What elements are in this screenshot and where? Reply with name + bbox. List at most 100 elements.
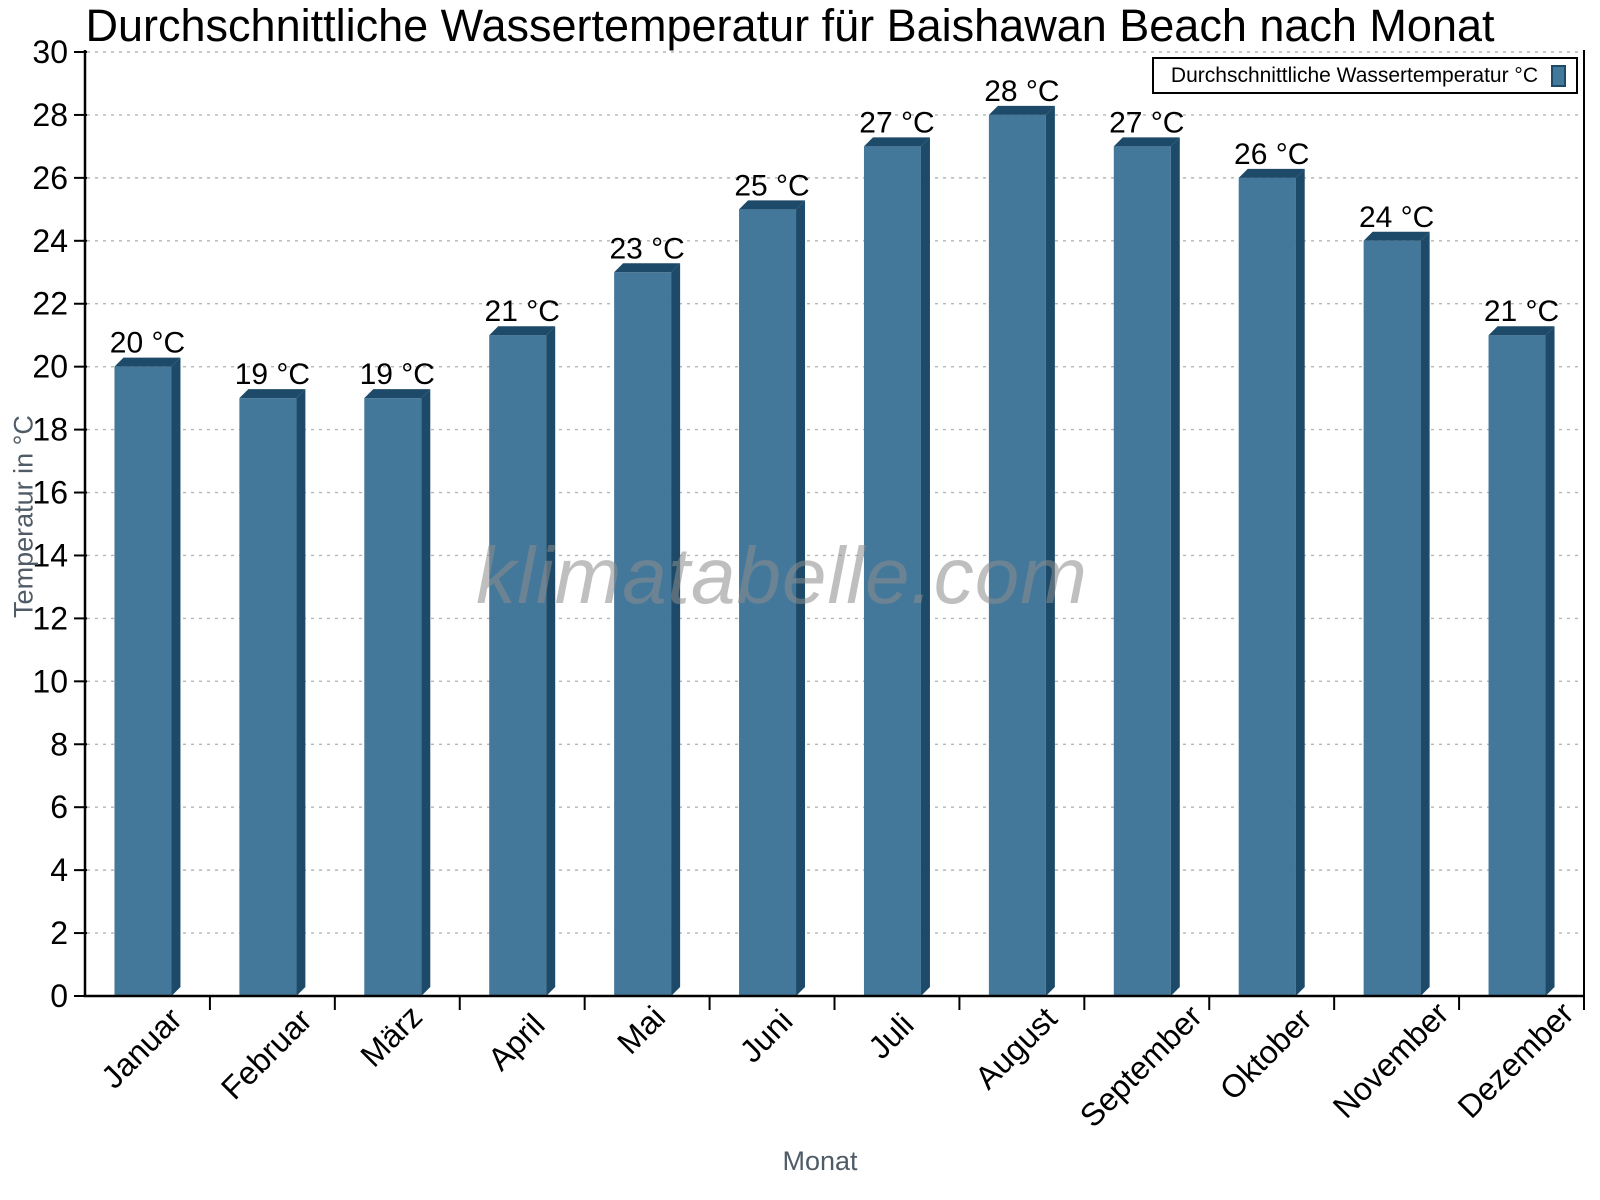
bar-top-face xyxy=(739,200,806,210)
x-axis-title: Monat xyxy=(782,1146,858,1176)
legend-label: Durchschnittliche Wassertemperatur °C xyxy=(1170,63,1538,87)
bar-top-face xyxy=(863,137,930,147)
bar-top-face xyxy=(1238,168,1305,178)
bar-face xyxy=(239,398,297,997)
bar-februar: 19 °C xyxy=(235,358,310,997)
bar-face xyxy=(114,366,172,997)
bar-right-face xyxy=(1170,137,1180,996)
bar-top-face xyxy=(1113,137,1180,147)
bar-juli: 27 °C xyxy=(859,106,935,996)
bar-september: 27 °C xyxy=(1109,106,1184,996)
bar-value-label: 20 °C xyxy=(110,327,185,360)
bar-april: 21 °C xyxy=(485,295,560,996)
y-tick-label: 6 xyxy=(50,789,68,825)
legend-color-swatch-icon xyxy=(1551,64,1566,87)
x-tick-label-februar: Februar xyxy=(214,1001,319,1106)
bar-right-face xyxy=(546,326,556,996)
bar-face xyxy=(614,272,672,996)
bar-value-label: 28 °C xyxy=(984,75,1059,108)
y-tick-label: 30 xyxy=(32,34,68,70)
x-tick-labels: Januar Februar März April Mai Juni Juli August S… xyxy=(94,995,1581,1134)
bar-juni: 25 °C xyxy=(734,169,810,997)
bar-right-face xyxy=(421,389,431,997)
bar-right-face xyxy=(1420,231,1430,997)
gridlines xyxy=(87,51,1584,934)
bar-top-face xyxy=(988,105,1055,115)
bar-august: 28 °C xyxy=(984,75,1060,996)
y-tick-label: 18 xyxy=(32,412,68,448)
bar-face xyxy=(364,398,422,997)
bar-right-face xyxy=(796,200,806,997)
bar-mai: 23 °C xyxy=(609,232,685,996)
bar-face xyxy=(988,114,1046,996)
x-tick-label-september: September xyxy=(1073,998,1209,1134)
bar-november: 24 °C xyxy=(1359,201,1434,997)
bar-face xyxy=(739,209,797,997)
x-tick-label-august: August xyxy=(968,1000,1064,1096)
bar-face xyxy=(1488,335,1546,996)
bar-value-label: 23 °C xyxy=(609,232,684,265)
bar-face xyxy=(1363,240,1421,997)
x-tick-label-november: November xyxy=(1326,995,1456,1125)
bar-value-label: 25 °C xyxy=(734,169,809,202)
x-tick-label-juni: Juni xyxy=(733,1003,800,1070)
x-tick-label-mai: Mai xyxy=(610,999,672,1061)
bar-top-face xyxy=(614,263,681,273)
bar-value-label: 26 °C xyxy=(1234,138,1309,171)
x-tick-label-juli: Juli xyxy=(861,1006,920,1065)
bar-value-label: 21 °C xyxy=(485,295,560,328)
bar-face xyxy=(863,146,921,996)
bar-value-label: 27 °C xyxy=(1109,106,1184,139)
y-tick-label: 22 xyxy=(32,286,68,322)
bar-dezember: 21 °C xyxy=(1484,295,1559,996)
bar-value-label: 27 °C xyxy=(859,106,934,139)
y-tick-label: 12 xyxy=(32,600,68,636)
bars: 20 °C 19 °C 19 °C 21 °C 23 °C 25 °C 27 °C 28 °C… xyxy=(110,75,1559,997)
bar-top-face xyxy=(114,357,181,367)
bar-januar: 20 °C xyxy=(110,327,185,997)
y-tick-label: 20 xyxy=(32,349,68,385)
y-tick-label: 28 xyxy=(32,97,68,133)
y-tick-label: 8 xyxy=(50,726,68,762)
bar-right-face xyxy=(1045,105,1055,996)
y-axis-title: Temperatur in °C xyxy=(8,415,39,618)
bar-value-label: 19 °C xyxy=(360,358,435,391)
bar-value-label: 21 °C xyxy=(1484,295,1559,328)
y-tick-label: 16 xyxy=(32,475,68,511)
bar-top-face xyxy=(1488,326,1555,336)
x-tick-label-oktober: Oktober xyxy=(1213,1001,1319,1107)
bar-märz: 19 °C xyxy=(360,358,435,997)
y-tick-label: 14 xyxy=(32,537,68,573)
chart-title: Durchschnittliche Wassertemperatur für B… xyxy=(85,0,1495,51)
bar-face xyxy=(1113,146,1171,996)
y-tick-label: 26 xyxy=(32,160,68,196)
x-tick-label-dezember: Dezember xyxy=(1451,995,1581,1125)
bar-right-face xyxy=(171,357,181,997)
bar-value-label: 24 °C xyxy=(1359,201,1434,234)
bar-face xyxy=(489,335,547,996)
bar-right-face xyxy=(1295,168,1305,996)
bar-top-face xyxy=(1363,231,1430,241)
y-tick-label: 24 xyxy=(32,223,68,259)
legend: Durchschnittliche Wassertemperatur °C xyxy=(1152,57,1578,94)
bar-face xyxy=(1238,177,1296,996)
bar-top-face xyxy=(364,389,431,399)
x-tick-label-märz: März xyxy=(353,998,429,1074)
x-tick-label-januar: Januar xyxy=(94,1000,189,1095)
bar-top-face xyxy=(239,389,306,399)
bar-value-label: 19 °C xyxy=(235,358,310,391)
y-tick-label: 0 xyxy=(50,978,68,1014)
x-tick-label-april: April xyxy=(481,1007,552,1078)
bar-top-face xyxy=(489,326,556,336)
bar-oktober: 26 °C xyxy=(1234,138,1309,996)
y-tick-label: 2 xyxy=(50,915,68,951)
bar-right-face xyxy=(671,263,681,996)
y-tick-label: 10 xyxy=(32,663,68,699)
y-tick-label: 4 xyxy=(50,852,68,888)
bar-right-face xyxy=(296,389,306,997)
bar-right-face xyxy=(1545,326,1555,996)
bar-right-face xyxy=(920,137,930,996)
